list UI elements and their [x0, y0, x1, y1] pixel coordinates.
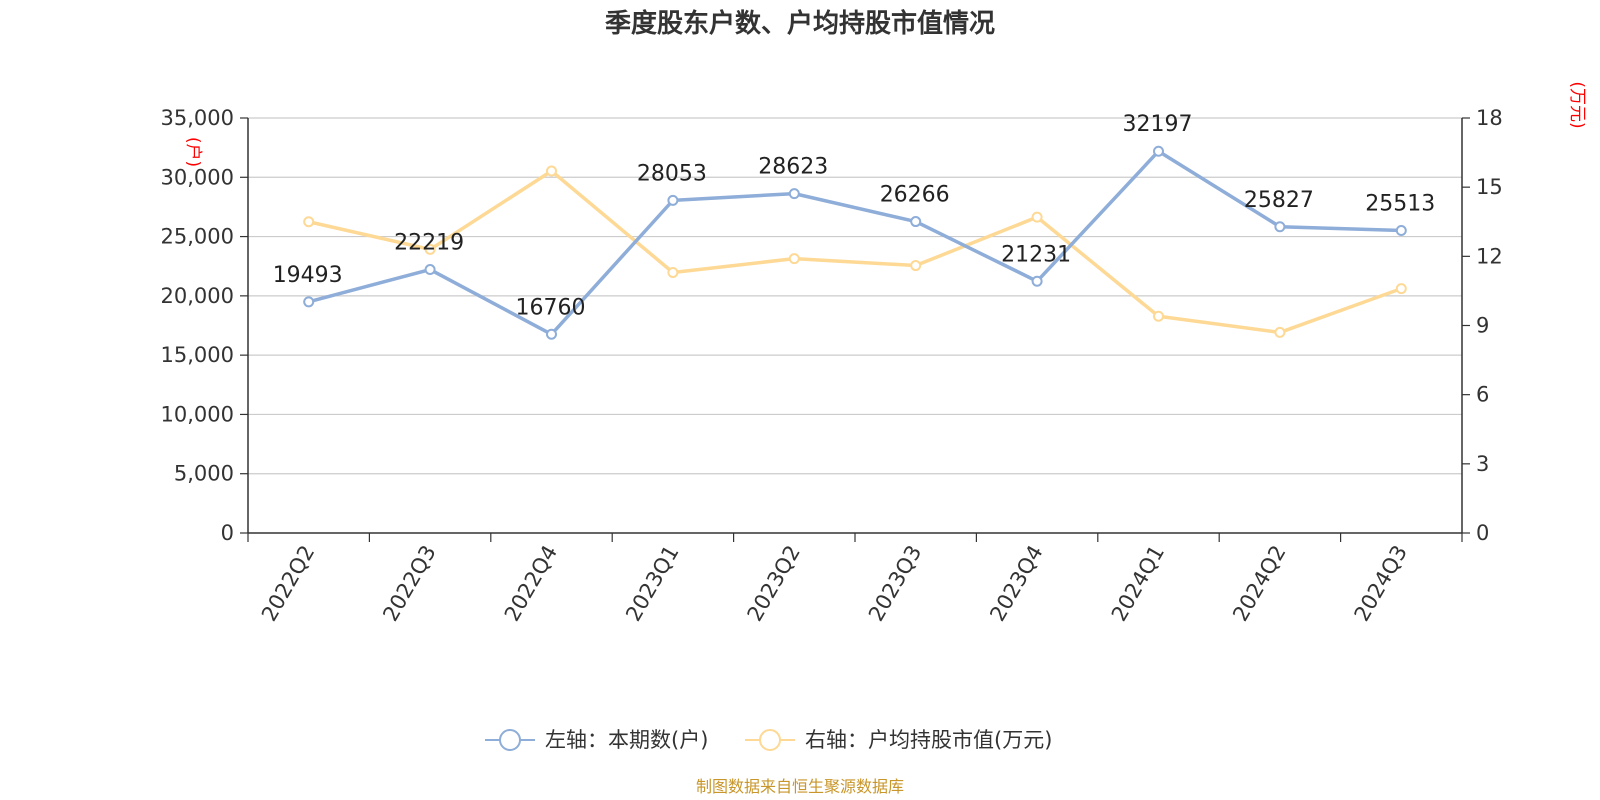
- source-note: 制图数据来自恒生聚源数据库: [696, 777, 904, 796]
- legend-item[interactable]: 左轴：本期数(户): [545, 728, 708, 752]
- left-tick-label: 30,000: [161, 165, 234, 189]
- data-point-left[interactable]: [424, 264, 436, 276]
- left-axis-unit: (户): [183, 137, 203, 167]
- right-tick-label: 9: [1476, 314, 1489, 338]
- x-tick-label: 2022Q2: [257, 541, 319, 625]
- chart-title: 季度股东户数、户均持股市值情况: [605, 8, 995, 39]
- x-tick-label: 2024Q3: [1350, 541, 1412, 625]
- data-point-right[interactable]: [910, 260, 922, 272]
- data-label: 25513: [1365, 191, 1435, 216]
- left-tick-label: 15,000: [161, 343, 234, 367]
- right-tick-label: 15: [1476, 175, 1503, 199]
- data-label: 32197: [1123, 112, 1193, 137]
- series-line-right: [308, 169, 1402, 335]
- x-tick-label: 2023Q3: [864, 541, 926, 625]
- data-point-left[interactable]: [1031, 275, 1043, 287]
- series-line-left: [308, 149, 1402, 337]
- x-tick-label: 2024Q2: [1228, 541, 1290, 625]
- data-point-right[interactable]: [546, 165, 557, 177]
- data-label: 16760: [516, 295, 586, 320]
- data-point-right[interactable]: [424, 243, 436, 255]
- legend-item[interactable]: 右轴：户均持股市值(万元): [805, 728, 1052, 752]
- right-tick-label: 0: [1476, 521, 1489, 545]
- data-label: 28623: [758, 155, 828, 180]
- data-point-left[interactable]: [1153, 145, 1164, 157]
- x-tick-label: 2022Q4: [500, 541, 562, 625]
- x-tick-label: 2023Q2: [743, 541, 805, 625]
- x-tick-label: 2023Q4: [985, 541, 1047, 625]
- data-label: 28053: [637, 161, 707, 186]
- data-point-right[interactable]: [303, 216, 315, 228]
- grid-lines: [248, 117, 1462, 475]
- data-point-right[interactable]: [1153, 310, 1164, 322]
- data-label: 22219: [394, 231, 464, 256]
- left-tick-label: 35,000: [161, 106, 234, 130]
- left-tick-label: 0: [221, 521, 234, 545]
- data-point-left[interactable]: [1274, 221, 1286, 233]
- right-tick-label: 18: [1476, 106, 1503, 130]
- data-label: 21231: [1001, 242, 1071, 267]
- axes: 0 5,000 10,000 15,000 20,000 25,000 30,000 35,0…: [161, 106, 1503, 625]
- data-point-right[interactable]: [788, 253, 800, 265]
- left-tick-label: 20,000: [161, 284, 234, 308]
- data-labels: 19493 22219 16760 28053 28623 26266 21231 32197…: [273, 112, 1436, 320]
- legend-marker-icon: [759, 729, 781, 751]
- data-point-left[interactable]: [1395, 224, 1407, 236]
- legend-marker-icon: [499, 729, 521, 751]
- data-point-right[interactable]: [1395, 283, 1407, 295]
- data-point-left[interactable]: [667, 194, 679, 206]
- legend[interactable]: 左轴：本期数(户) 右轴：户均持股市值(万元): [485, 728, 1052, 752]
- left-tick-label: 25,000: [161, 225, 234, 249]
- right-axis-unit: (万元): [1567, 81, 1587, 128]
- data-point-left[interactable]: [546, 328, 557, 340]
- series-layer: [303, 145, 1407, 340]
- data-label: 26266: [880, 183, 950, 208]
- x-tick-label: 2022Q3: [378, 541, 440, 625]
- data-point-left[interactable]: [303, 296, 315, 308]
- data-label: 19493: [273, 263, 343, 288]
- data-point-right[interactable]: [667, 266, 679, 278]
- data-point-right[interactable]: [1031, 211, 1043, 223]
- right-tick-label: 12: [1476, 244, 1503, 268]
- data-label: 25827: [1244, 188, 1314, 213]
- right-tick-label: 6: [1476, 383, 1489, 407]
- x-tick-label: 2023Q1: [621, 541, 683, 625]
- data-point-right[interactable]: [1274, 326, 1286, 338]
- data-point-left[interactable]: [788, 188, 800, 200]
- x-tick-label: 2024Q1: [1107, 541, 1169, 625]
- right-tick-label: 3: [1476, 452, 1489, 476]
- left-tick-label: 10,000: [161, 402, 234, 426]
- left-tick-label: 5,000: [174, 462, 234, 486]
- data-point-left[interactable]: [910, 216, 922, 228]
